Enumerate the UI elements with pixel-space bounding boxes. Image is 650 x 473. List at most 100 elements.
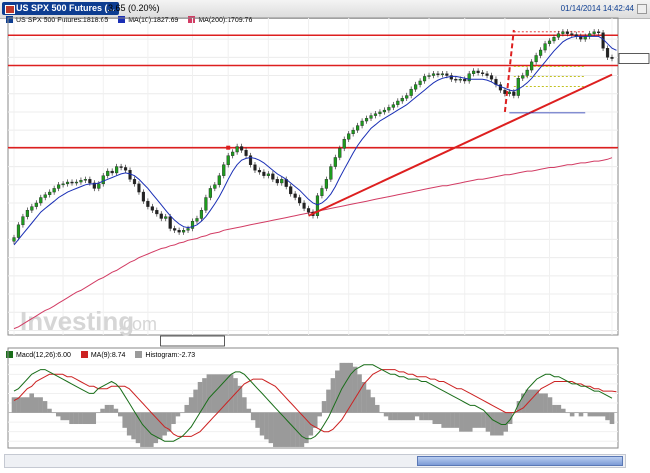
histogram-bar [268,412,274,444]
candle-body [271,173,275,180]
scrollbar-navigator[interactable] [417,456,623,466]
candle [476,68,480,76]
histogram-bar [357,374,362,413]
histogram-bar [397,412,402,421]
candle [525,67,529,79]
histogram-bar [605,412,610,421]
trendline [308,73,613,217]
candle-body [280,179,284,184]
candle [391,101,395,111]
candle [92,180,96,192]
histogram-bar [467,412,473,432]
candle [530,59,534,73]
legend-symbol: US SPX 500 Futures:1818.65 [16,17,109,24]
histogram-bar [242,397,247,413]
histogram-bar [42,401,48,413]
histogram-bar [304,412,309,444]
histogram-bar [33,397,39,413]
candle [226,152,230,168]
histogram-bar [277,412,283,447]
histogram-bar [596,412,602,417]
candle [52,185,56,195]
candle-body [155,210,159,215]
histogram-bar [228,374,234,413]
histogram-bar [609,412,615,425]
candle-body [253,164,257,171]
candle [539,47,543,59]
candle [137,181,141,195]
candle [141,189,146,204]
candle-body [79,180,83,183]
histogram-bar [233,378,238,413]
histogram-bar [11,397,17,413]
candle-body [427,75,431,77]
histogram-bar [339,362,345,413]
histogram-bar [366,389,371,413]
candle [186,225,190,234]
candle [43,192,47,201]
candle-body [173,228,177,231]
candle [467,70,471,84]
histogram-bar [118,412,123,417]
candle [298,194,302,206]
histogram-bar [525,389,531,413]
candle-body [34,202,38,207]
histogram-bar [343,362,349,413]
candle [315,192,320,219]
candle [588,30,592,40]
candle-body [57,184,61,189]
histogram-bar [188,397,194,413]
histogram-bar [485,412,491,432]
candle [418,78,422,88]
histogram-bar [100,408,105,413]
histogram-bar [587,412,593,417]
histogram-bar [38,397,43,413]
histogram-bar [202,378,207,413]
candle-body [289,186,293,195]
candle-body [570,33,574,35]
candle-body [485,73,489,76]
candle-body [458,78,462,81]
candle [472,68,476,77]
window-control-icon[interactable] [637,4,647,14]
candle [16,222,21,241]
histogram-bar [131,412,136,440]
histogram-bar [419,412,424,421]
candle-body [298,197,302,204]
histogram-bar [454,412,460,428]
ma200-swatch [188,16,196,23]
candle-body [342,139,346,149]
candle [400,95,404,104]
watermark: Investing .com [20,306,157,336]
title-bar: US SPX 500 Futures (... 3.65 (0.20%) 01/… [0,0,650,19]
crosshair-date-box [160,335,225,347]
histogram-bar [24,397,30,413]
watermark-suffix: .com [118,314,157,334]
candle [146,198,150,210]
candle [516,75,520,99]
candle [369,112,373,122]
histogram-bar [335,370,340,413]
candle [177,227,181,235]
histogram-bar [507,412,513,425]
histogram-bar [348,362,353,413]
candle-body [467,73,471,82]
instrument-tab[interactable]: US SPX 500 Futures (... [2,2,120,15]
symbol-swatch [6,16,13,23]
candle [150,203,154,213]
time-scrollbar[interactable] [4,454,626,468]
candle-body [146,200,150,207]
macd-legend: Macd(12,26):6.00 MA(9):8.74 Histogram:-2… [6,351,195,360]
candle [110,168,114,176]
histogram-bar [552,404,557,413]
candle [101,172,105,187]
candle-body [244,149,248,156]
macd-plot-frame [7,347,619,449]
candle-body [489,75,494,80]
histogram-bar [149,412,154,447]
candle [115,163,119,176]
histogram-bar [264,412,269,440]
histogram-bar [126,412,132,436]
candle [25,207,29,220]
candle-body [115,166,119,174]
